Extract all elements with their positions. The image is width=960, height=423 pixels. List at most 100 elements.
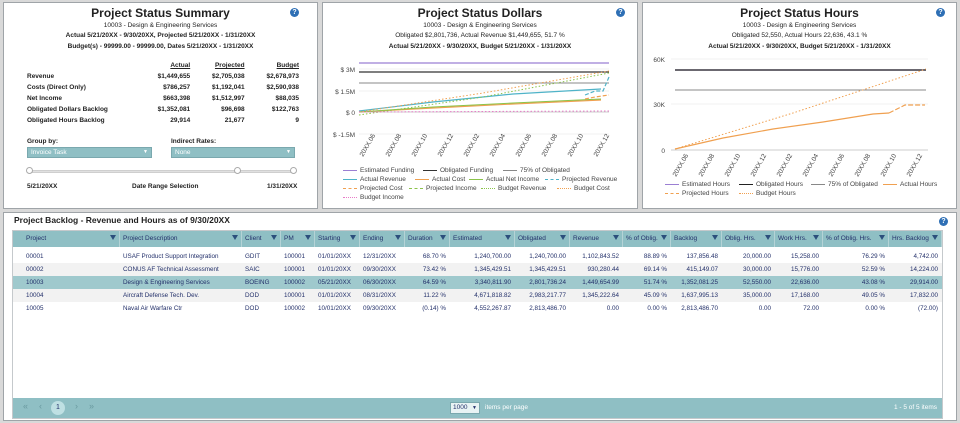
backlog-title: Project Backlog - Revenue and Hours as o… — [14, 215, 230, 225]
filter-icon[interactable] — [232, 235, 238, 240]
indirect-rates-dropdown[interactable]: None ▼ — [171, 147, 295, 158]
filter-icon[interactable] — [765, 235, 771, 240]
table-row[interactable]: 00001 USAF Product Support Integration GDI… — [13, 250, 942, 263]
column-header-project[interactable]: Project — [23, 231, 120, 247]
column-header-description[interactable]: Project Description — [120, 231, 242, 247]
cell-ending: 09/30/20XX — [363, 305, 396, 312]
table-row[interactable]: 00002 CONUS AF Technical Assessment SAIC 10… — [13, 263, 942, 276]
legend-item: Actual Hours — [883, 181, 937, 188]
grid-header: Project Project Description Client PM St… — [13, 231, 942, 247]
column-header-estimated[interactable]: Estimated — [450, 231, 515, 247]
column-header-duration[interactable]: Duration — [405, 231, 450, 247]
series-budget-cost — [358, 70, 610, 113]
legend-item: Obligated Hours — [739, 181, 803, 188]
summary-financials-table: Actual Projected Budget Revenue $1,449,65… — [27, 62, 299, 126]
chevron-down-icon: ▼ — [286, 149, 291, 155]
cell-project: 10004 — [26, 292, 44, 299]
column-header-pct-oblig-hrs[interactable]: % of Oblig. Hrs. — [823, 231, 889, 247]
cell-work-hrs: 72.00 — [803, 305, 819, 312]
filter-icon[interactable] — [712, 235, 718, 240]
first-page-button[interactable]: « — [23, 401, 29, 411]
help-icon[interactable]: ? — [936, 8, 945, 17]
column-header-client[interactable]: Client — [242, 231, 281, 247]
summary-title: Project Status Summary — [91, 6, 230, 20]
series-projected-cost — [584, 94, 610, 100]
budget-value: $2,590,938 — [266, 84, 299, 91]
column-header-pm[interactable]: PM — [281, 231, 315, 247]
cell-obligated: 2,983,217.77 — [529, 292, 566, 299]
legend-label: 75% of Obligated — [520, 167, 570, 174]
budget-value: $122,763 — [271, 106, 299, 113]
column-header-revenue[interactable]: Revenue — [570, 231, 623, 247]
filter-icon[interactable] — [440, 235, 446, 240]
slider-handle-end[interactable] — [290, 167, 297, 174]
summary-subtitle-project: 10003 - Design & Engineering Services — [103, 22, 218, 29]
page-number-button[interactable]: 1 — [51, 401, 65, 415]
cell-estimated: 1,240,700.00 — [474, 253, 511, 260]
help-icon[interactable]: ? — [290, 8, 299, 17]
table-row[interactable]: 10003 Design & Engineering Services BOEING… — [13, 276, 942, 289]
cell-pm: 100001 — [284, 266, 306, 273]
filter-icon[interactable] — [110, 235, 116, 240]
filter-icon[interactable] — [813, 235, 819, 240]
cell-client: GDIT — [245, 253, 261, 260]
help-icon[interactable]: ? — [939, 217, 948, 226]
column-header-ending[interactable]: Ending — [360, 231, 405, 247]
filter-icon[interactable] — [395, 235, 401, 240]
filter-icon[interactable] — [350, 235, 356, 240]
legend-item: 75% of Obligated — [503, 167, 570, 174]
column-header-work-hrs[interactable]: Work Hrs. — [775, 231, 823, 247]
x-tick-label: 20XX.06 — [672, 153, 691, 178]
next-page-button[interactable]: › — [75, 401, 78, 411]
help-icon[interactable]: ? — [616, 8, 625, 17]
budget-value: $2,678,973 — [266, 73, 299, 80]
page-size-dropdown[interactable]: 1000 ▼ — [450, 402, 480, 414]
group-by-dropdown[interactable]: Invoice Task ▼ — [27, 147, 152, 158]
slider-handle-mid[interactable] — [234, 167, 241, 174]
filter-icon[interactable] — [879, 235, 885, 240]
table-row[interactable]: 10005 Naval Air Warfare Ctr DOD 100002 10/01… — [13, 302, 942, 315]
legend-item: Obligated Funding — [423, 167, 493, 174]
cell-description: Design & Engineering Services — [123, 279, 210, 286]
cell-pct-oblig-hrs: 0.00 % — [865, 305, 885, 312]
filter-icon[interactable] — [932, 235, 938, 240]
cell-duration: (0.14) % — [422, 305, 446, 312]
cell-hrs-backlog: 29,914.00 — [909, 279, 938, 286]
filter-icon[interactable] — [560, 235, 566, 240]
column-header-hrs-backlog[interactable]: Hrs. Backlog — [889, 231, 942, 247]
date-range-slider[interactable] — [30, 170, 295, 173]
prev-page-button[interactable]: ‹ — [39, 401, 42, 411]
filter-icon[interactable] — [613, 235, 619, 240]
cell-client: DOD — [245, 292, 259, 299]
filter-icon[interactable] — [661, 235, 667, 240]
column-header-oblig-hrs[interactable]: Oblig. Hrs. — [722, 231, 775, 247]
col-budget-header: Budget — [276, 62, 299, 69]
filter-icon[interactable] — [271, 235, 277, 240]
filter-icon[interactable] — [305, 235, 311, 240]
column-header-obligated[interactable]: Obligated — [515, 231, 570, 247]
y-tick-label: $ 3M — [341, 67, 355, 74]
dollars-panel: Project Status Dollars ? 10003 - Design … — [322, 2, 638, 209]
legend-label: Budget Revenue — [498, 185, 547, 192]
summary-row: Costs (Direct Only) $786,257 $1,192,041 $2,… — [27, 82, 299, 93]
x-tick-label: 20XX.10 — [411, 133, 430, 158]
projected-value: $2,705,038 — [212, 73, 245, 80]
summary-row: Obligated Hours Backlog 29,914 21,677 9 — [27, 115, 299, 126]
indirect-rates-value: None — [175, 149, 191, 156]
column-header-starting[interactable]: Starting — [315, 231, 360, 247]
actual-value: $1,352,081 — [157, 106, 191, 113]
cell-pct-oblig-hrs: 52.59 % — [861, 266, 885, 273]
column-header-backlog[interactable]: Backlog — [671, 231, 722, 247]
last-page-button[interactable]: » — [89, 401, 95, 411]
table-row[interactable]: 10004 Aircraft Defense Tech. Dev. DOD 10000… — [13, 289, 942, 302]
y-tick-label: 0 — [661, 148, 665, 155]
cell-estimated: 4,671,818.82 — [474, 292, 511, 299]
column-header-pct-oblig[interactable]: % of Oblig. — [623, 231, 671, 247]
legend-label: Budget Income — [360, 194, 404, 201]
cell-starting: 01/01/20XX — [318, 266, 351, 273]
cell-estimated: 3,340,811.90 — [474, 279, 511, 286]
legend-item: Actual Net Income — [469, 176, 539, 183]
filter-icon[interactable] — [505, 235, 511, 240]
slider-handle-start[interactable] — [26, 167, 33, 174]
series-actual-net-income — [358, 98, 602, 113]
